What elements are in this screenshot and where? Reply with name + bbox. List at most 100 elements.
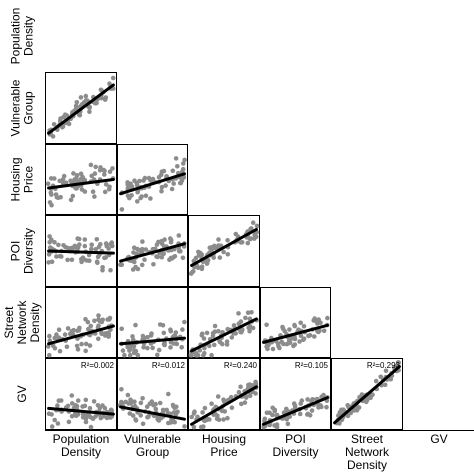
data-point [86,326,91,332]
data-point [52,176,57,181]
data-point [57,348,63,354]
data-point [225,415,230,421]
data-point [246,325,251,331]
column-label-line: POI [285,432,306,446]
data-point [93,164,98,170]
data-point [297,411,303,417]
data-point [312,334,317,339]
data-point [217,255,223,260]
data-point [129,193,134,198]
data-point [154,242,160,247]
data-point [100,265,105,270]
data-point [88,323,94,329]
data-point [83,93,89,99]
data-point [345,413,351,419]
data-point [253,381,259,387]
data-point [92,318,97,324]
data-point [247,236,253,242]
data-point [299,398,305,403]
data-point [395,360,401,365]
data-point [285,421,291,427]
data-point [139,246,145,252]
data-point [132,259,137,265]
row-label-line: Vulnerable [9,79,23,136]
data-point [191,424,197,430]
data-point [135,189,140,195]
data-point [69,413,75,419]
scatter-panel [117,215,188,287]
data-point [182,424,187,429]
data-point [90,189,96,194]
data-point [189,270,195,275]
data-point [82,243,88,249]
data-point [106,334,111,339]
data-point [151,262,156,267]
data-point [79,341,84,347]
r-squared-label: R²=0.293 [367,361,401,370]
row-label-line: POI [9,241,23,262]
row-label-line: Network [15,299,29,344]
data-point [174,404,179,410]
scatter-panel: R²=0.012 [117,358,188,430]
data-point [171,254,176,260]
data-point [212,323,218,329]
data-point [277,345,282,351]
data-point [301,337,306,343]
data-point [83,397,89,403]
data-point [62,332,68,337]
data-point [138,413,143,418]
data-point [89,242,94,247]
data-point [242,400,248,405]
row-label-line: Population [9,8,23,65]
fit-line [47,83,115,135]
data-point [130,413,136,418]
data-point [74,403,80,409]
data-point [157,400,163,406]
data-point [148,196,153,201]
data-point [56,327,62,333]
data-point [161,330,167,336]
fit-line [262,396,329,426]
row-label-line: Density [28,302,42,342]
column-label-line: Street [351,432,384,446]
data-point [88,424,94,430]
data-point [238,384,243,390]
r-squared-label: R²=0.012 [152,361,186,370]
data-point [132,399,137,405]
data-point [108,407,114,413]
data-point [272,408,278,414]
column-label-line: Network [345,445,390,459]
data-point [297,339,302,344]
data-point [131,337,136,343]
data-point [150,246,156,252]
data-point [202,405,208,411]
data-point [212,329,218,335]
data-point [324,404,329,410]
data-point [321,328,327,334]
data-point [182,157,187,163]
data-point [292,342,298,347]
data-point [289,336,295,341]
data-point [125,344,130,350]
data-point [243,395,249,400]
data-point [47,240,52,245]
data-point [225,238,230,243]
data-point [49,412,54,417]
data-point [120,348,126,353]
data-point [75,398,81,403]
data-point [291,401,297,406]
data-point [54,332,59,337]
data-point [74,343,80,349]
data-point [160,323,166,328]
data-point [200,410,205,415]
data-point [199,333,205,338]
data-point [247,393,253,399]
data-point [140,239,145,244]
data-point [81,100,87,105]
data-point [204,330,210,336]
scatter-panel [188,287,260,358]
data-point [93,247,99,252]
data-point [224,339,230,344]
data-point [125,182,130,187]
data-point [80,404,85,409]
